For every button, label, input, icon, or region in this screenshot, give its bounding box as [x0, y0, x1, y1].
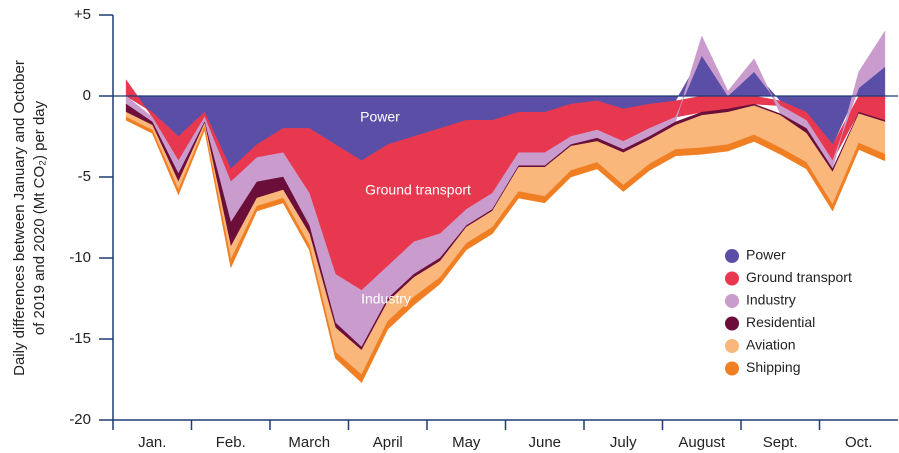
- annotation: Ground transport: [365, 182, 471, 198]
- x-tick-label: March: [288, 434, 330, 451]
- y-axis-label: Daily differences between January and Oc…: [11, 60, 28, 376]
- legend-marker: [725, 361, 739, 376]
- x-tick-label: April: [373, 434, 403, 451]
- x-tick-label: Oct.: [845, 434, 873, 451]
- legend-marker: [725, 294, 739, 308]
- legend-label: Power: [746, 247, 786, 263]
- y-tick-label: -10: [69, 249, 91, 266]
- annotation: Industry: [361, 291, 411, 307]
- y-tick-label: -15: [69, 330, 91, 347]
- legend-label: Ground transport: [746, 269, 852, 285]
- x-tick-label: Jan.: [138, 434, 166, 451]
- y-tick-label: +5: [74, 6, 91, 23]
- y-tick-label: 0: [83, 87, 91, 104]
- x-tick-label: June: [528, 434, 561, 451]
- legend-marker: [725, 249, 739, 263]
- annotation: Power: [360, 109, 400, 125]
- y-tick-label: -20: [69, 411, 91, 428]
- legend-marker: [725, 271, 739, 286]
- x-tick-label: Sept.: [763, 434, 798, 451]
- legend-label: Shipping: [746, 359, 801, 375]
- legend-label: Aviation: [746, 337, 796, 353]
- y-axis-label: of 2019 and 2020 (Mt CO₂) per day: [31, 100, 48, 335]
- y-tick-label: -5: [78, 168, 91, 185]
- legend-label: Industry: [746, 292, 796, 308]
- legend-marker: [725, 316, 739, 331]
- x-tick-label: July: [610, 434, 637, 451]
- legend-label: Residential: [746, 314, 815, 330]
- x-tick-label: August: [678, 434, 726, 451]
- legend-marker: [725, 339, 739, 353]
- x-tick-label: May: [452, 434, 481, 451]
- area: [125, 116, 886, 384]
- x-tick-label: Feb.: [216, 434, 246, 451]
